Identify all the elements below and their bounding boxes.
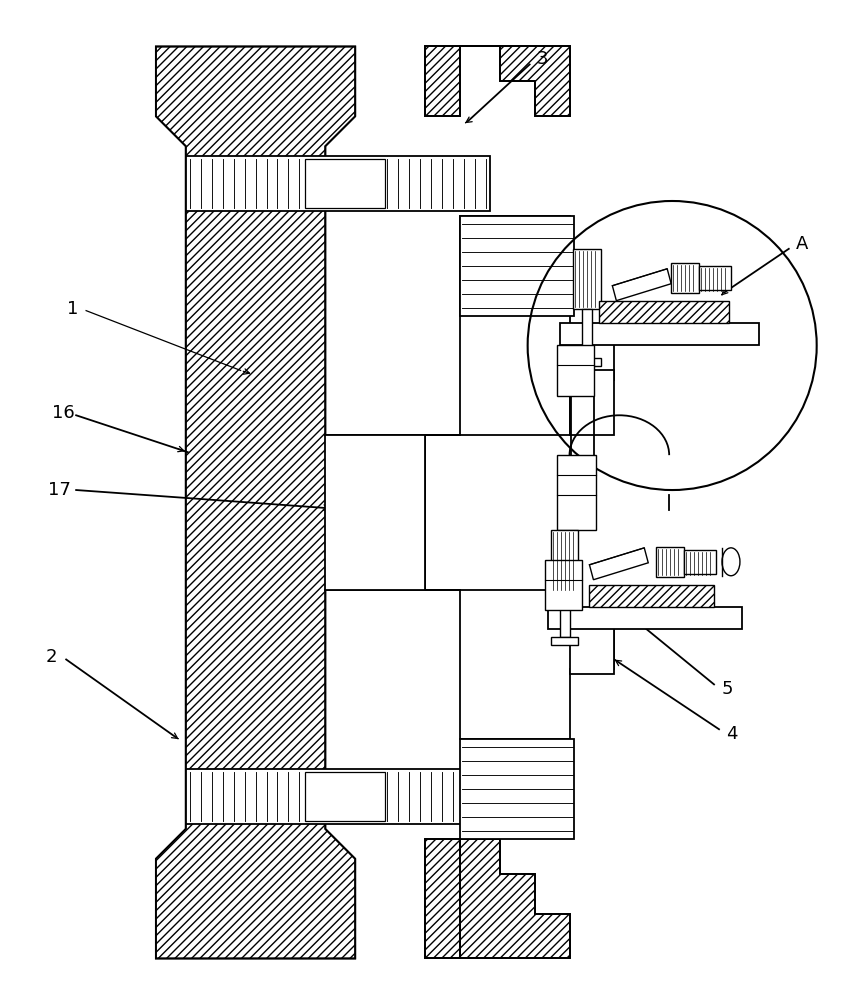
Text: A: A bbox=[796, 235, 808, 253]
Bar bbox=[573, 249, 601, 309]
Bar bbox=[573, 358, 601, 366]
Text: 5: 5 bbox=[722, 680, 733, 698]
Polygon shape bbox=[425, 216, 615, 435]
Bar bbox=[425, 839, 460, 958]
Bar bbox=[305, 772, 385, 821]
Bar bbox=[589, 585, 714, 607]
Bar bbox=[550, 637, 578, 645]
Bar bbox=[556, 455, 596, 530]
Polygon shape bbox=[425, 46, 460, 116]
Bar bbox=[656, 547, 685, 577]
Text: 1: 1 bbox=[67, 300, 79, 318]
Bar bbox=[560, 592, 570, 637]
Text: 16: 16 bbox=[51, 404, 74, 422]
Bar bbox=[671, 263, 699, 293]
Bar bbox=[185, 769, 490, 824]
Bar bbox=[460, 739, 574, 839]
Text: 3: 3 bbox=[537, 50, 548, 68]
Text: 17: 17 bbox=[48, 481, 71, 499]
Bar bbox=[305, 159, 385, 208]
Polygon shape bbox=[589, 548, 648, 580]
Bar bbox=[570, 620, 615, 674]
Bar bbox=[545, 560, 583, 610]
Bar bbox=[685, 550, 716, 574]
Bar bbox=[425, 839, 460, 958]
Polygon shape bbox=[460, 46, 570, 116]
Bar bbox=[560, 323, 759, 345]
Bar bbox=[325, 435, 425, 590]
Bar bbox=[460, 216, 574, 316]
Bar bbox=[185, 156, 490, 211]
Bar bbox=[583, 309, 593, 358]
Bar bbox=[556, 345, 594, 396]
Polygon shape bbox=[612, 269, 671, 301]
Polygon shape bbox=[156, 46, 425, 958]
Text: 4: 4 bbox=[726, 725, 738, 743]
Bar bbox=[550, 530, 578, 592]
Bar bbox=[599, 301, 729, 323]
Polygon shape bbox=[460, 839, 570, 958]
Bar bbox=[699, 266, 731, 290]
Text: 2: 2 bbox=[46, 648, 57, 666]
Bar bbox=[570, 370, 615, 435]
Polygon shape bbox=[425, 590, 615, 739]
Bar bbox=[548, 607, 742, 629]
